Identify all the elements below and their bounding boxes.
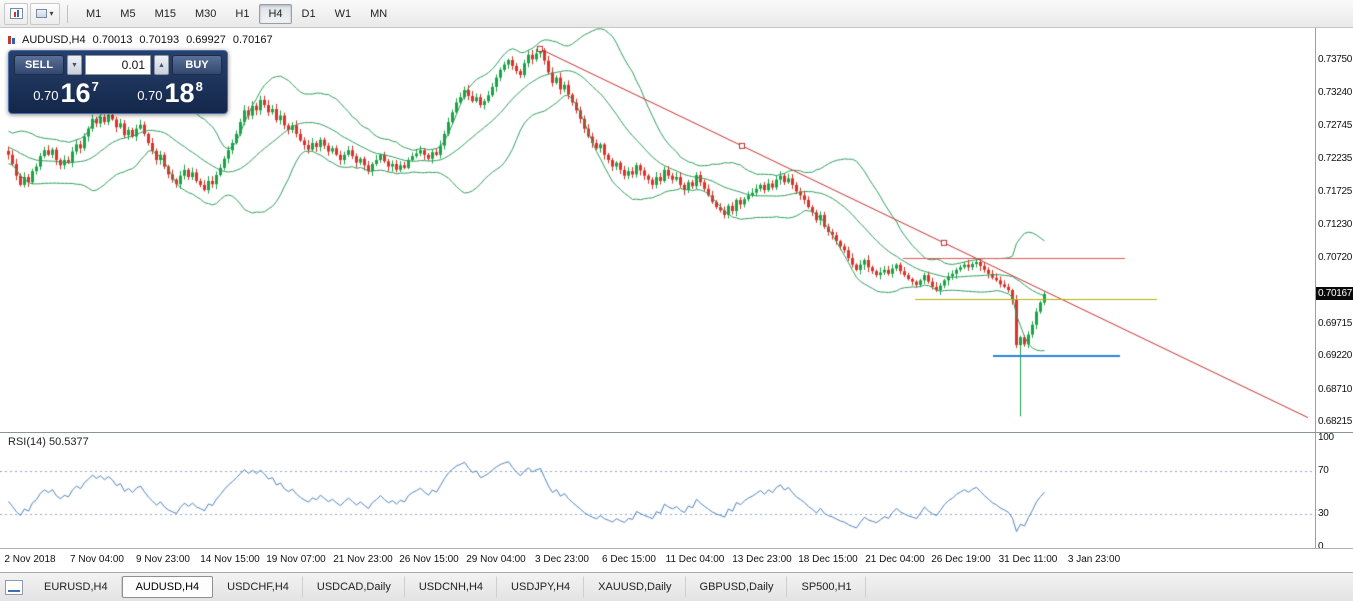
charts-list-icon[interactable] [5,579,23,595]
price-axis-label: 0.72745 [1318,119,1353,131]
sell-price-display[interactable]: 0.70 16 7 [14,78,118,109]
new-chart-icon[interactable] [4,2,28,25]
chevron-down-icon: ▾ [49,8,54,18]
rsi-axis-label: 0 [1318,541,1324,552]
template-icon [36,9,48,18]
time-axis-label: 21 Dec 04:00 [865,554,925,565]
time-axis-label: 19 Nov 07:00 [266,554,326,565]
timeframe-button-h4[interactable]: H4 [259,3,292,24]
rsi-indicator-label: RSI(14) 50.5377 [8,436,89,448]
tab-usdcnh-h4[interactable]: USDCNH,H4 [405,576,498,598]
candlestick-icon [9,8,23,19]
lot-increase-button[interactable]: ▲ [154,55,169,75]
time-axis-label: 29 Nov 04:00 [466,554,526,565]
tab-gbpusd-daily[interactable]: GBPUSD,Daily [686,576,788,598]
timeframe-button-m5[interactable]: M5 [111,4,144,24]
pane-splitter[interactable] [0,432,1353,433]
timeframe-button-m15[interactable]: M15 [146,4,185,24]
tab-usdcad-daily[interactable]: USDCAD,Daily [303,576,405,598]
time-axis-label: 26 Nov 15:00 [399,554,459,565]
high-value: 0.70193 [139,34,180,46]
price-axis-label: 0.68710 [1318,383,1353,395]
close-value: 0.70167 [232,34,273,46]
chart-tabs: EURUSD,H4 AUDUSD,H4 USDCHF,H4 USDCAD,Daily U… [30,573,866,601]
triangle-down-icon: ▼ [71,61,78,69]
toolbar: ▾ M1 M5 M15 M30 H1 H4 D1 W1 MN [0,0,1353,28]
ask-price-point: 8 [195,79,203,94]
price-axis-label: 0.70720 [1318,252,1353,264]
timeframe-button-m1[interactable]: M1 [77,4,110,24]
timeframe-button-group: M1 M5 M15 M30 H1 H4 D1 W1 MN [77,3,396,24]
time-axis-label: 14 Nov 15:00 [200,554,260,565]
ask-price-pips: 18 [164,78,195,108]
rsi-indicator-canvas[interactable] [0,432,1315,548]
price-axis-label: 0.71725 [1318,186,1353,198]
time-axis-separator [0,548,1353,549]
bid-price-major: 0.70 [33,88,59,103]
tab-xauusd-daily[interactable]: XAUUSD,Daily [584,576,686,598]
time-axis-label: 11 Dec 04:00 [665,554,725,565]
price-axis-label: 0.72235 [1318,153,1353,165]
ask-price-major: 0.70 [137,88,163,103]
timeframe-button-h1[interactable]: H1 [226,4,258,24]
sell-button[interactable]: SELL [14,55,64,75]
time-axis-label: 3 Jan 23:00 [1067,554,1121,565]
current-price-tag: 0.70167 [1316,287,1353,301]
chart-area: AUDUSD,H4 0.70013 0.70193 0.69927 0.7016… [0,28,1353,572]
timeframe-button-mn[interactable]: MN [361,4,396,24]
time-axis-label: 9 Nov 23:00 [136,554,190,565]
triangle-up-icon: ▲ [158,61,165,69]
time-axis-label: 6 Dec 15:00 [602,554,656,565]
bid-price-point: 7 [91,79,99,94]
lot-size-input[interactable] [85,55,151,75]
price-axis-label: 0.69715 [1318,317,1353,329]
time-axis-label: 7 Nov 04:00 [70,554,124,565]
rsi-axis-label: 30 [1318,508,1329,520]
time-axis-label: 18 Dec 15:00 [798,554,858,565]
tab-eurusd-h4[interactable]: EURUSD,H4 [30,576,122,598]
rsi-axis-label: 70 [1318,464,1329,476]
buy-price-display[interactable]: 0.70 18 8 [118,78,222,109]
time-axis-label: 3 Dec 23:00 [535,554,589,565]
time-axis-label: 26 Dec 19:00 [931,554,991,565]
open-value: 0.70013 [92,34,133,46]
ohlc-readout: AUDUSD,H4 0.70013 0.70193 0.69927 0.7016… [8,34,273,46]
chart-template-icon[interactable]: ▾ [30,2,60,25]
toolbar-separator [67,4,68,23]
time-axis[interactable]: 2 Nov 2018 7 Nov 04:00 9 Nov 23:00 14 Nov 1… [0,549,1315,572]
lot-decrease-button[interactable]: ▼ [67,55,82,75]
tab-sp500-h1[interactable]: SP500,H1 [787,576,866,598]
time-axis-label: 21 Nov 23:00 [333,554,393,565]
price-axis-label: 0.73240 [1318,87,1353,99]
time-axis-label: 2 Nov 2018 [4,554,56,565]
tab-usdchf-h4[interactable]: USDCHF,H4 [213,576,303,598]
price-axis-label: 0.68215 [1318,415,1353,427]
tab-audusd-h4[interactable]: AUDUSD,H4 [121,576,214,598]
tab-usdjpy-h4[interactable]: USDJPY,H4 [497,576,585,598]
timeframe-button-d1[interactable]: D1 [293,4,325,24]
time-axis-label: 31 Dec 11:00 [998,554,1058,565]
price-axis[interactable]: 0.70167 0.73750 0.73240 0.72745 0.72235 0.71… [1315,28,1353,552]
chart-tab-bar: EURUSD,H4 AUDUSD,H4 USDCHF,H4 USDCAD,Daily U… [0,572,1353,601]
bid-price-pips: 16 [60,78,91,108]
price-axis-label: 0.71230 [1318,218,1353,230]
timeframe-button-w1[interactable]: W1 [326,4,361,24]
price-axis-label: 0.73750 [1318,54,1353,65]
time-axis-label: 13 Dec 23:00 [732,554,792,565]
price-axis-label: 0.69220 [1318,350,1353,362]
rsi-axis-label: 100 [1318,432,1334,443]
symbol-icon [8,36,15,44]
buy-button[interactable]: BUY [172,55,222,75]
symbol-name: AUDUSD,H4 [22,34,86,46]
timeframe-button-m30[interactable]: M30 [186,4,225,24]
low-value: 0.69927 [186,34,226,46]
